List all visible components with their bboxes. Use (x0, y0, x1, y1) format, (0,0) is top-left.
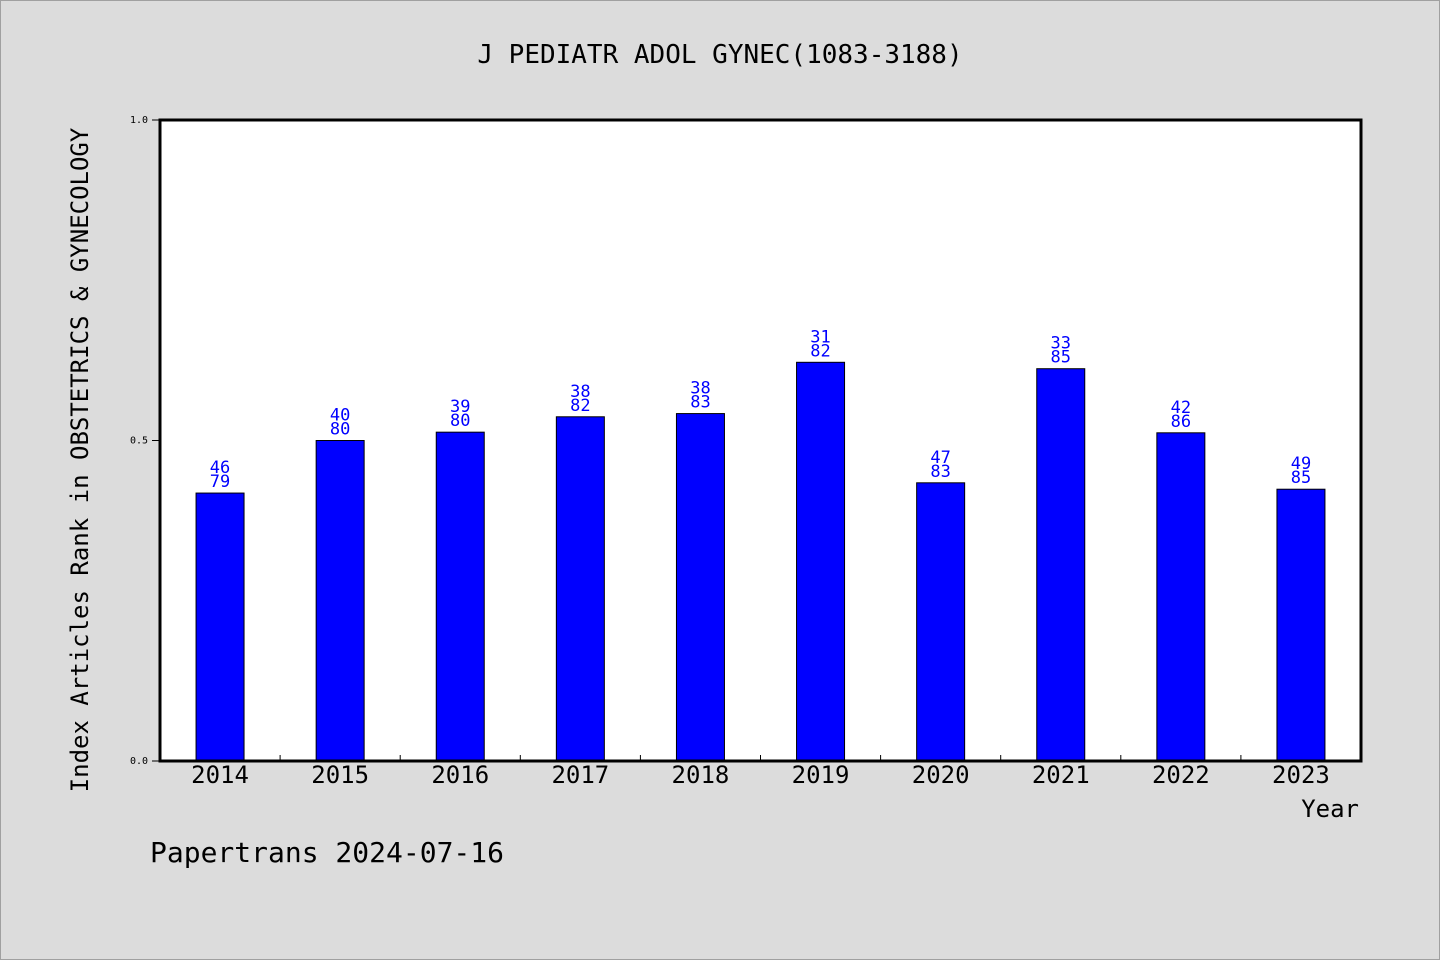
x-tick-label-2018: 2018 (672, 761, 730, 789)
x-tick-label-2017: 2017 (551, 761, 609, 789)
bar-2016 (435, 431, 485, 762)
x-tick-label-2019: 2019 (792, 761, 850, 789)
bar-label-bottom-2017: 82 (570, 396, 590, 416)
bar-label-top-2016: 39 (450, 397, 470, 417)
x-tick-label-2023: 2023 (1272, 761, 1330, 789)
footer-text: Papertrans 2024-07-16 (150, 836, 504, 869)
bar-label-top-2023: 49 (1291, 454, 1311, 474)
y-tick-label: 0.5 (130, 436, 148, 447)
chart-title: J PEDIATR ADOL GYNEC(1083-3188) (477, 40, 962, 70)
bar-2017 (555, 416, 605, 762)
x-tick-label-2015: 2015 (311, 761, 369, 789)
bar-label-bottom-2016: 80 (450, 411, 470, 431)
bar-label-top-2021: 33 (1051, 334, 1071, 354)
x-tick-label-2016: 2016 (431, 761, 489, 789)
bar-2014 (195, 492, 245, 762)
x-tick-label-2021: 2021 (1032, 761, 1090, 789)
x-axis-ticks: 2014 2015 2016 2017 2018 2019 2020 2021 2022 2023 (191, 755, 1330, 789)
bar-label-bottom-2014: 79 (210, 472, 230, 492)
y-tick-label: 0.0 (130, 756, 148, 767)
x-axis-label: Year (1301, 795, 1359, 823)
bar-2020 (916, 482, 966, 762)
bar-label-bottom-2019: 82 (810, 341, 830, 361)
bar-label-top-2015: 40 (330, 406, 350, 426)
bar-label-top-2018: 38 (690, 379, 710, 399)
bar-label-top-2017: 38 (570, 382, 590, 402)
x-tick-label-2022: 2022 (1152, 761, 1210, 789)
bar-2015 (315, 440, 365, 762)
y-axis-label: Index Articles Rank in OBSTETRICS & GYNE… (66, 127, 94, 792)
bar-2019 (796, 361, 846, 762)
bar-label-bottom-2015: 80 (330, 420, 350, 440)
bars-group (195, 361, 1326, 762)
y-axis-ticks: 0.0 0.5 1.0 (130, 115, 160, 767)
x-tick-label-2020: 2020 (912, 761, 970, 789)
bar-label-bottom-2018: 83 (690, 393, 710, 413)
plot-border (158, 118, 1363, 763)
bar-2021 (1036, 368, 1086, 762)
bar-label-bottom-2020: 83 (930, 462, 950, 482)
bar-label-top-2020: 47 (930, 448, 950, 468)
bar-label-bottom-2021: 85 (1051, 348, 1071, 368)
bar-2018 (675, 413, 725, 762)
bar-label-bottom-2023: 85 (1291, 468, 1311, 488)
bar-label-top-2022: 42 (1171, 398, 1191, 418)
bar-label-top-2014: 46 (210, 458, 230, 478)
x-tick-label-2014: 2014 (191, 761, 249, 789)
y-tick-label: 1.0 (130, 115, 148, 126)
bar-2022 (1156, 432, 1206, 762)
bar-2023 (1276, 488, 1326, 762)
bar-label-top-2019: 31 (810, 327, 830, 347)
bar-label-bottom-2022: 86 (1171, 412, 1191, 432)
